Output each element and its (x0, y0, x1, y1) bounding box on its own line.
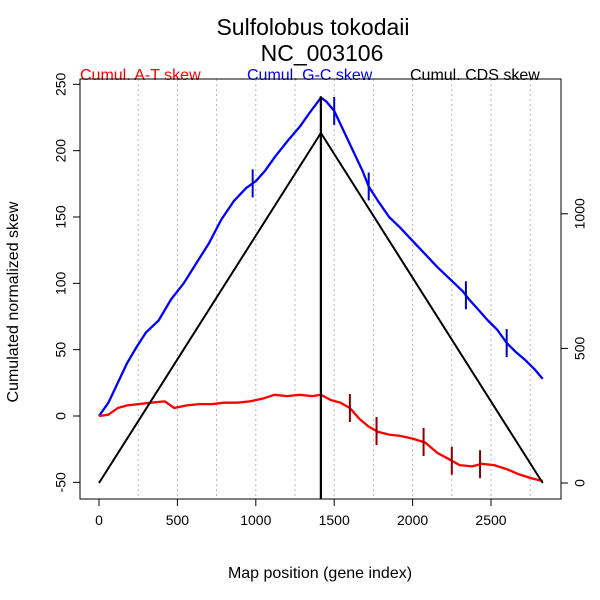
chart-subtitle: NC_003106 (261, 40, 384, 66)
right-y-axis: 0 500 1000 (560, 198, 588, 487)
y-axis: -50 0 50 100 150 200 250 (53, 72, 81, 492)
chart-title: Sulfolobus tokodaii (216, 14, 409, 40)
series-layer (98, 96, 544, 499)
y-axis-label: Cumulated normalized skew (5, 201, 22, 402)
x-tick-label: 500 (166, 512, 190, 528)
x-tick-label: 0 (95, 512, 103, 528)
x-axis: 0 500 1000 1500 2000 2500 (95, 498, 529, 528)
y-tick-label: 100 (53, 271, 69, 295)
y-tick-label: 200 (53, 139, 69, 163)
y-tick-label: 250 (53, 72, 69, 96)
right-y-tick-label: 0 (572, 479, 588, 487)
x-tick-label: 2000 (397, 512, 428, 528)
y-tick-label: -50 (53, 472, 69, 492)
y-tick-label: 150 (53, 205, 69, 229)
x-tick-label: 1500 (319, 512, 350, 528)
x-tick-label: 2500 (475, 512, 506, 528)
x-tick-label: 1000 (240, 512, 271, 528)
right-y-tick-label: 1000 (572, 198, 588, 229)
grid-lines (137, 79, 531, 499)
series-line-cumul-g-c-skew (98, 96, 544, 417)
legend-cds-skew: Cumul. CDS skew (410, 67, 540, 84)
y-tick-label: 50 (53, 342, 69, 358)
legend-at-skew: Cumul. A-T skew (80, 67, 201, 84)
y-tick-label: 0 (53, 412, 69, 420)
right-y-tick-label: 500 (572, 337, 588, 361)
markers-layer (251, 96, 508, 479)
series-line-cumul-a-t-skew (98, 393, 543, 483)
x-axis-label: Map position (gene index) (228, 565, 412, 582)
legend-gc-skew: Cumul. G-C skew (247, 67, 373, 84)
